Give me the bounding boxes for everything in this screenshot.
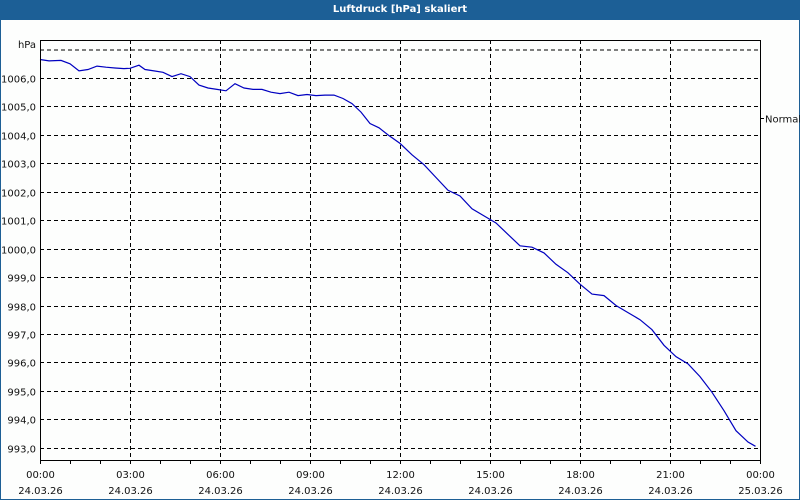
y-axis-unit: hPa bbox=[18, 40, 36, 51]
x-tick-date: 24.03.26 bbox=[18, 486, 63, 497]
x-tick-date: 24.03.26 bbox=[648, 486, 693, 497]
x-tick-time: 00:00 bbox=[746, 470, 775, 481]
x-tick-time: 18:00 bbox=[566, 470, 595, 481]
y-tick-label: 1000,0 bbox=[1, 246, 36, 257]
x-axis: 00:00 24.03.26 03:00 24.03.26 06:00 24.03.26 0… bbox=[18, 460, 783, 497]
x-tick-date: 24.03.26 bbox=[198, 486, 243, 497]
x-tick-date: 24.03.26 bbox=[558, 486, 603, 497]
y-tick-label: 997,0 bbox=[7, 331, 36, 342]
y-tick-label: 1002,0 bbox=[1, 189, 36, 200]
x-tick-date: 24.03.26 bbox=[378, 486, 423, 497]
y-tick-label: 995,0 bbox=[7, 388, 36, 399]
x-tick-time: 09:00 bbox=[296, 470, 325, 481]
x-tick-date: 24.03.26 bbox=[288, 486, 333, 497]
grid-lines bbox=[40, 40, 760, 460]
x-tick-time: 06:00 bbox=[206, 470, 235, 481]
y-tick-label: 998,0 bbox=[7, 303, 36, 314]
x-tick-date: 24.03.26 bbox=[108, 486, 153, 497]
y-tick-label: 999,0 bbox=[7, 274, 36, 285]
chart-title: Luftdruck [hPa] skaliert bbox=[0, 0, 800, 20]
x-tick-date: 25.03.26 bbox=[738, 486, 783, 497]
x-tick-time: 15:00 bbox=[476, 470, 505, 481]
y-tick-label: 1003,0 bbox=[1, 160, 36, 171]
y-tick-label: 994,0 bbox=[7, 416, 36, 427]
plot-area-border bbox=[40, 40, 761, 461]
y-tick-label: 1005,0 bbox=[1, 103, 36, 114]
y-tick-label: 1001,0 bbox=[1, 217, 36, 228]
pressure-line bbox=[39, 58, 756, 447]
y-axis: 1006,0 1005,0 1004,0 1003,0 1002,0 1001,0 1000… bbox=[1, 75, 36, 456]
x-tick-time: 03:00 bbox=[116, 470, 145, 481]
reference-label: Normal bbox=[765, 115, 800, 126]
x-tick-time: 21:00 bbox=[656, 470, 685, 481]
x-tick-time: 12:00 bbox=[386, 470, 415, 481]
y-tick-label: 996,0 bbox=[7, 359, 36, 370]
y-tick-label: 1006,0 bbox=[1, 75, 36, 86]
y-tick-label: 993,0 bbox=[7, 445, 36, 456]
y-tick-label: 1004,0 bbox=[1, 132, 36, 143]
x-tick-time: 00:00 bbox=[26, 470, 55, 481]
reference-marker-normal: Normal bbox=[760, 115, 800, 126]
x-tick-date: 24.03.26 bbox=[468, 486, 513, 497]
